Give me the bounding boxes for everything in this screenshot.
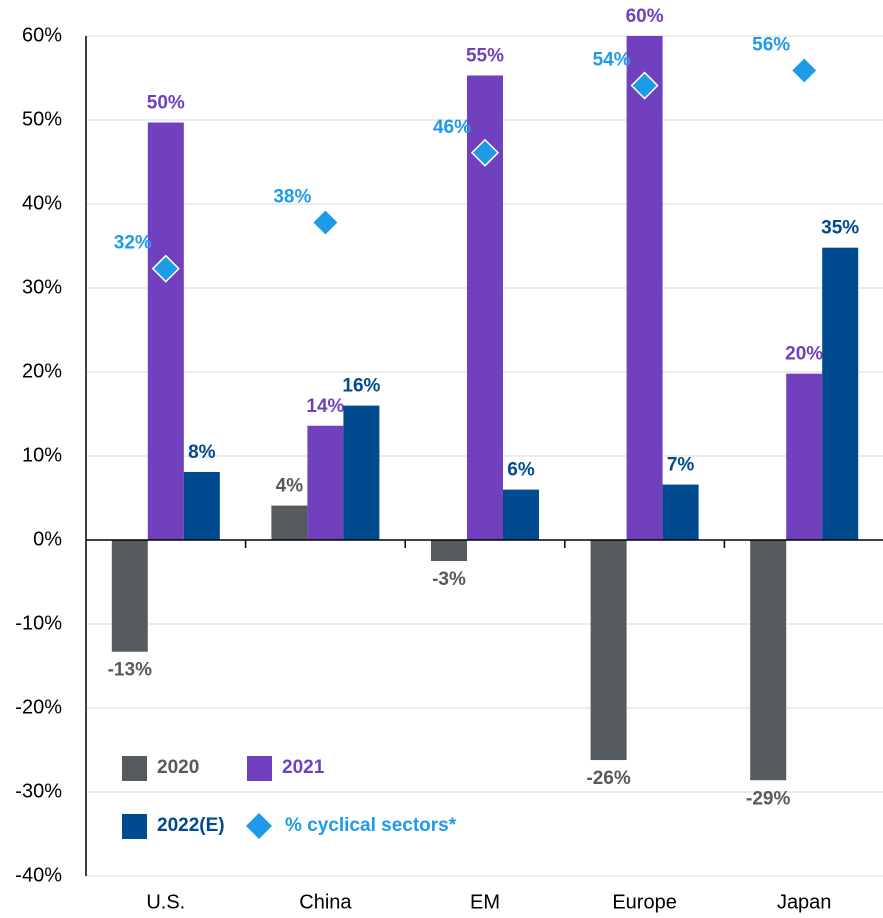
x-tick-label: Japan <box>777 891 832 913</box>
y-tick-label: -10% <box>15 612 62 634</box>
legend-label: 2022(E) <box>157 815 225 836</box>
bar <box>626 36 663 540</box>
legend-label: 2020 <box>157 757 199 778</box>
marker <box>311 208 340 237</box>
bar <box>307 425 344 540</box>
x-tick-label: U.S. <box>146 891 185 913</box>
bar <box>590 540 627 761</box>
marker <box>151 254 180 283</box>
data-label: 38% <box>273 186 311 207</box>
legend-marker <box>246 813 272 839</box>
legend-swatch <box>122 814 147 839</box>
data-label: 14% <box>306 396 344 417</box>
bar <box>183 471 220 540</box>
bar <box>343 405 380 540</box>
data-label: 60% <box>626 6 664 27</box>
bar <box>786 373 823 540</box>
bar <box>271 505 308 540</box>
data-label: 50% <box>147 93 185 114</box>
y-tick-label: 60% <box>22 24 62 46</box>
y-tick-label: -40% <box>15 864 62 886</box>
data-label: -13% <box>108 660 152 681</box>
y-tick-label: 50% <box>22 108 62 130</box>
data-label: 6% <box>507 460 535 481</box>
marker <box>470 138 500 167</box>
data-label: -3% <box>432 569 466 590</box>
data-label: -29% <box>746 788 790 809</box>
data-label: 46% <box>433 117 471 138</box>
legend-label: % cyclical sectors* <box>285 815 457 836</box>
y-tick-label: 40% <box>22 192 62 214</box>
marker <box>790 56 819 85</box>
y-tick-label: -20% <box>15 696 62 718</box>
data-label: 4% <box>276 476 304 497</box>
data-label: 54% <box>593 50 631 71</box>
x-tick-label: China <box>299 891 352 913</box>
y-tick-label: 30% <box>22 276 62 298</box>
x-tick-label: Europe <box>612 891 677 913</box>
data-label: 35% <box>821 218 859 239</box>
bar <box>750 540 787 781</box>
legend-swatch <box>122 756 147 781</box>
bar <box>662 484 699 540</box>
marker <box>630 71 659 100</box>
data-label: 8% <box>188 442 216 463</box>
legend-label: 2021 <box>282 757 325 778</box>
data-label: 7% <box>667 455 695 476</box>
data-label: -26% <box>586 768 630 789</box>
bar <box>503 489 539 540</box>
bar <box>147 122 184 541</box>
bar <box>111 540 148 652</box>
data-label: 55% <box>466 45 504 66</box>
data-label: 56% <box>752 34 790 55</box>
data-label: 16% <box>342 376 380 397</box>
x-tick-label: EM <box>470 891 500 913</box>
bar <box>431 540 467 561</box>
bar <box>822 247 859 540</box>
y-tick-label: 0% <box>33 528 62 550</box>
y-tick-label: 20% <box>22 360 62 382</box>
legend-swatch <box>247 756 272 781</box>
y-tick-label: -30% <box>15 780 62 802</box>
data-label: 32% <box>114 233 152 254</box>
data-label: 20% <box>785 344 823 365</box>
y-tick-label: 10% <box>22 444 62 466</box>
